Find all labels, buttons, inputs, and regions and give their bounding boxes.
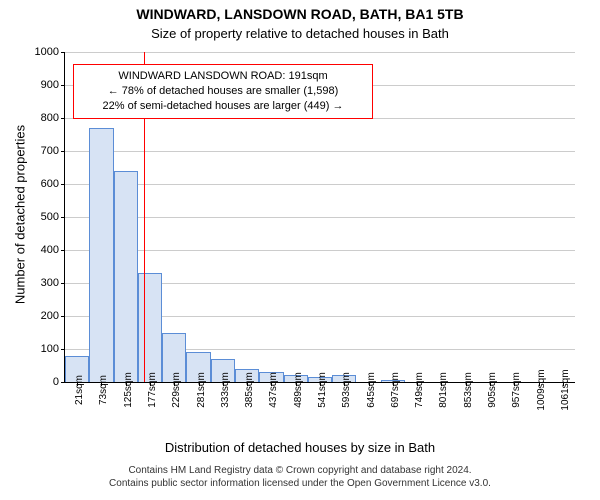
grid-line bbox=[65, 184, 575, 185]
y-tick bbox=[61, 382, 65, 383]
y-tick-label: 300 bbox=[0, 277, 59, 289]
annotation-box: WINDWARD LANSDOWN ROAD: 191sqm← 78% of d… bbox=[73, 64, 373, 119]
x-tick-label: 437sqm bbox=[268, 372, 279, 408]
annotation-line: ← 78% of detached houses are smaller (1,… bbox=[80, 84, 366, 99]
histogram-bar bbox=[138, 273, 162, 382]
x-tick-label: 125sqm bbox=[123, 372, 134, 408]
y-tick-label: 1000 bbox=[0, 46, 59, 58]
chart-title: WINDWARD, LANSDOWN ROAD, BATH, BA1 5TB bbox=[0, 6, 600, 22]
y-tick-label: 600 bbox=[0, 178, 59, 190]
x-tick-label: 1009sqm bbox=[536, 369, 547, 410]
x-tick-label: 801sqm bbox=[438, 372, 449, 408]
y-tick-label: 100 bbox=[0, 343, 59, 355]
x-tick-label: 749sqm bbox=[414, 372, 425, 408]
annotation-line: 22% of semi-detached houses are larger (… bbox=[80, 99, 366, 114]
y-tick-label: 500 bbox=[0, 211, 59, 223]
annotation-line: WINDWARD LANSDOWN ROAD: 191sqm bbox=[80, 69, 366, 84]
x-tick-label: 1061sqm bbox=[560, 369, 571, 410]
x-tick-label: 385sqm bbox=[244, 372, 255, 408]
x-tick-label: 541sqm bbox=[317, 372, 328, 408]
footer-line-2: Contains public sector information licen… bbox=[0, 477, 600, 490]
x-tick-label: 73sqm bbox=[98, 375, 109, 405]
y-tick bbox=[61, 118, 65, 119]
y-tick-label: 0 bbox=[0, 376, 59, 388]
x-tick-label: 957sqm bbox=[511, 372, 522, 408]
chart-container: WINDWARD, LANSDOWN ROAD, BATH, BA1 5TB S… bbox=[0, 0, 600, 500]
y-tick-label: 800 bbox=[0, 112, 59, 124]
x-tick-label: 697sqm bbox=[390, 372, 401, 408]
y-tick bbox=[61, 349, 65, 350]
y-tick bbox=[61, 85, 65, 86]
y-tick-label: 900 bbox=[0, 79, 59, 91]
x-axis-label: Distribution of detached houses by size … bbox=[0, 440, 600, 455]
grid-line bbox=[65, 250, 575, 251]
x-tick-label: 489sqm bbox=[293, 372, 304, 408]
x-tick-label: 905sqm bbox=[487, 372, 498, 408]
x-tick-label: 645sqm bbox=[366, 372, 377, 408]
grid-line bbox=[65, 151, 575, 152]
y-tick bbox=[61, 283, 65, 284]
plot-area: WINDWARD LANSDOWN ROAD: 191sqm← 78% of d… bbox=[65, 52, 575, 382]
histogram-bar bbox=[89, 128, 113, 382]
x-tick-label: 229sqm bbox=[171, 372, 182, 408]
x-tick-label: 593sqm bbox=[341, 372, 352, 408]
footer-line-1: Contains HM Land Registry data © Crown c… bbox=[0, 464, 600, 477]
x-tick-label: 281sqm bbox=[196, 372, 207, 408]
y-tick bbox=[61, 316, 65, 317]
x-tick-label: 333sqm bbox=[220, 372, 231, 408]
grid-line bbox=[65, 217, 575, 218]
footer-text: Contains HM Land Registry data © Crown c… bbox=[0, 464, 600, 490]
histogram-bar bbox=[114, 171, 138, 382]
x-tick-label: 177sqm bbox=[147, 372, 158, 408]
y-tick bbox=[61, 217, 65, 218]
grid-line bbox=[65, 52, 575, 53]
y-tick-label: 200 bbox=[0, 310, 59, 322]
chart-subtitle: Size of property relative to detached ho… bbox=[0, 26, 600, 41]
y-tick bbox=[61, 250, 65, 251]
y-tick-label: 400 bbox=[0, 244, 59, 256]
x-tick-label: 853sqm bbox=[463, 372, 474, 408]
y-tick bbox=[61, 151, 65, 152]
y-tick bbox=[61, 184, 65, 185]
y-tick bbox=[61, 52, 65, 53]
x-tick-label: 21sqm bbox=[74, 375, 85, 405]
y-tick-label: 700 bbox=[0, 145, 59, 157]
